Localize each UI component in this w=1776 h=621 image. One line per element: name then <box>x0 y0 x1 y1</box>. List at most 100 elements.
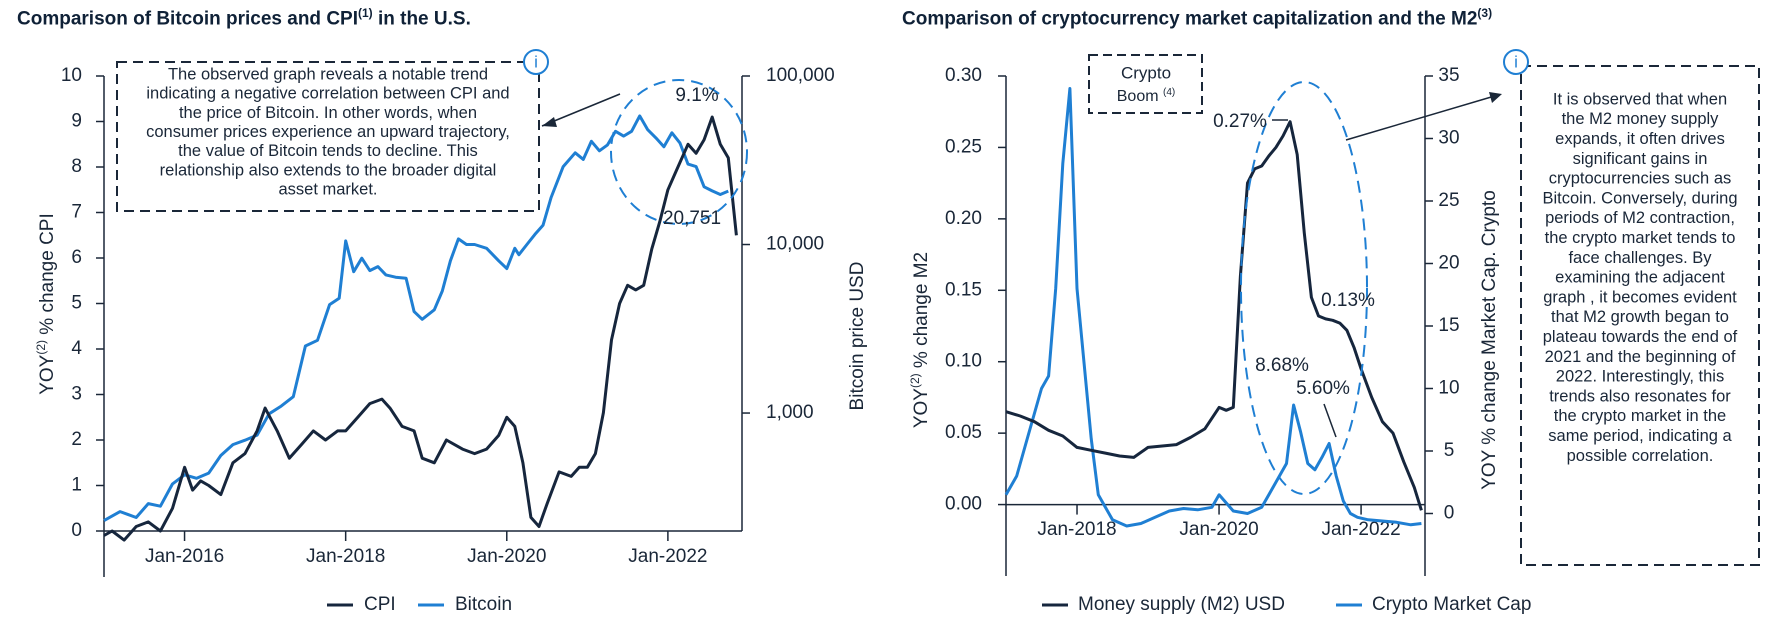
chart-1-right-tick-label: 1,000 <box>766 402 814 423</box>
chart-1-right-tick-label: 100,000 <box>766 65 835 86</box>
chart-1-annotation-text-line: the price of Bitcoin. In other words, wh… <box>179 104 477 122</box>
chart-1-annotation-arrowhead <box>542 117 557 127</box>
chart-2-annotation-arrow <box>1345 94 1499 141</box>
chart-annotation-layer: 9.1% 20,751 The observed graph reveals a n… <box>116 49 1760 615</box>
chart-2-annotation-arrowhead <box>1489 92 1502 103</box>
cpi-line <box>103 115 738 542</box>
chart-2-title-footnote: (3) <box>1477 6 1493 20</box>
bitcoin-line <box>103 114 729 522</box>
chart-2-annotation-text-line: same period, indicating a <box>1548 427 1732 445</box>
chart-2-right-tick-label: 20 <box>1438 253 1459 274</box>
chart-1-annotation-text-line: relationship also extends to the broader… <box>160 161 497 179</box>
chart-1-title-text: Comparison of Bitcoin prices and CPI <box>17 8 358 30</box>
m2-recent-label: 0.13% <box>1321 290 1375 311</box>
chart-2-right-axis-title: YOY % change Market Cap. Crypto <box>1479 190 1500 490</box>
chart-1-left-tick-label: 4 <box>71 338 82 359</box>
chart-2-left-tick-label: 0.30 <box>945 65 982 86</box>
chart-2-annotation-text-line: face challenges. By <box>1568 249 1712 267</box>
chart-1-x-tick-label: Jan-2020 <box>467 546 546 567</box>
chart-2-annotation-text-line: significant gains in <box>1573 150 1708 168</box>
chart-2-annotation-text-line: graph , it becomes evident <box>1543 288 1737 306</box>
crypto-recent-leader <box>1323 403 1337 438</box>
chart-2-info-icon-glyph: i <box>1514 52 1518 71</box>
bitcoin-value-label: 20,751 <box>663 208 721 229</box>
chart-2-left-tick-label: 0.25 <box>945 136 982 157</box>
chart-1-x-tick-label: Jan-2022 <box>628 546 707 567</box>
chart-1-annotation-text-line: consumer prices experience an upward tra… <box>146 123 510 141</box>
chart-2-annotation-text-line: the crypto market tends to <box>1545 229 1736 247</box>
chart-1-annotation-text-line: indicating a negative correlation betwee… <box>146 85 509 103</box>
crypto-boom-label: Crypto <box>1121 63 1171 82</box>
crypto-peak-label: 8.68% <box>1255 355 1309 376</box>
chart-2-x-tick-label: Jan-2018 <box>1037 519 1116 540</box>
chart-2-annotation-text-line: the crypto market in the <box>1554 407 1726 425</box>
chart-axes-layer: 0 1 2 3 4 5 6 7 8 9 10 1,000 10,000 100,000 Jan-2016 Ja… <box>34 65 1500 577</box>
chart-1-left-axis-title: YOY(2) % change CPI <box>34 213 58 395</box>
chart-2-annotation-text-line: that M2 growth began to <box>1551 308 1729 326</box>
chart-2-x-tick-label: Jan-2022 <box>1321 519 1400 540</box>
chart-2-annotation-text-line: 2022. Interestingly, this <box>1556 368 1724 386</box>
chart-1-title-footnote: (1) <box>358 6 373 20</box>
chart-1-left-tick-label: 0 <box>71 520 82 541</box>
crypto-recent-label: 5.60% <box>1296 378 1350 399</box>
chart-2-right-tick-label: 30 <box>1438 128 1459 149</box>
chart-1-left-tick-label: 3 <box>71 384 82 405</box>
chart-lines-layer <box>103 87 1423 542</box>
legend-m2-label: Money supply (M2) USD <box>1078 594 1285 615</box>
chart-2-info-icon-ring <box>1503 49 1529 75</box>
chart-2-x-tick-label: Jan-2020 <box>1179 519 1258 540</box>
chart-1-annotation-text-line: The observed graph reveals a notable tre… <box>168 65 488 83</box>
chart-2-annotation-text-line: plateau towards the end of <box>1543 328 1738 346</box>
chart-2-right-tick-label: 25 <box>1438 190 1459 211</box>
chart-2-annotation-text-line: 2021 and the beginning of <box>1545 348 1736 366</box>
chart-1-info-icon-ring <box>523 49 549 75</box>
m2-line <box>1005 120 1423 511</box>
chart-2-annotation-text-line: cryptocurrencies such as <box>1549 170 1732 188</box>
chart-2-annotation-text-line: It is observed that when <box>1553 90 1727 108</box>
chart-2-left-tick-label: 0.10 <box>945 351 982 372</box>
crypto-boom-box <box>1088 54 1203 114</box>
chart-2-annotation-text-line: periods of M2 contraction, <box>1545 209 1735 227</box>
chart-2-left-axis-title: YOY(2) % change M2 <box>908 252 932 428</box>
chart-2-annotation-text-line: possible correlation. <box>1567 447 1714 465</box>
chart-2-annotation-text-line: Bitcoin. Conversely, during <box>1542 189 1737 207</box>
chart-1-highlight-circle <box>610 79 748 225</box>
chart-2-left-tick-label: 0.15 <box>945 279 982 300</box>
chart-2-annotation-text-line: expands, it often drives <box>1555 130 1725 148</box>
chart-1-left-tick-label: 6 <box>71 247 82 268</box>
chart-2-right-tick-label: 5 <box>1444 440 1455 461</box>
chart-1-left-tick-label: 8 <box>71 156 82 177</box>
chart-2-annotation-box <box>1520 65 1760 566</box>
chart-2-annotation-text-line: the M2 money supply <box>1562 110 1720 128</box>
chart-1-left-tick-label: 10 <box>61 65 82 86</box>
legend-bitcoin-label: Bitcoin <box>455 594 512 615</box>
chart-1-x-tick-label: Jan-2018 <box>306 546 385 567</box>
chart-1-info-icon-glyph: i <box>534 52 538 71</box>
chart-2-right-tick-label: 35 <box>1438 65 1459 86</box>
chart-2-right-tick-label: 10 <box>1438 378 1459 399</box>
chart-2-title: Comparison of cryptocurrency market capi… <box>902 6 1492 30</box>
chart-1-left-tick-label: 9 <box>71 111 82 132</box>
legend-cpi-label: CPI <box>364 594 396 615</box>
chart-2-right-tick-label: 0 <box>1444 503 1455 524</box>
chart-2-right-tick-label: 15 <box>1438 315 1459 336</box>
chart-2-annotation-text-line: examining the adjacent <box>1555 269 1725 287</box>
chart-1-annotation-box <box>116 61 540 212</box>
chart-1-left-tick-label: 2 <box>71 429 82 450</box>
chart-1-annotation-text-line: asset market. <box>278 181 377 199</box>
crypto-marketcap-line <box>1004 87 1422 528</box>
chart-1-right-tick-label: 10,000 <box>766 234 824 255</box>
chart-1-x-tick-label: Jan-2016 <box>145 546 224 567</box>
chart-2-left-tick-label: 0.05 <box>945 422 982 443</box>
m2-peak-label: 0.27% <box>1213 111 1267 132</box>
chart-1-annotation-text-line: the value of Bitcoin tends to decline. T… <box>178 142 478 160</box>
chart-2-left-tick-label: 0.20 <box>945 208 982 229</box>
chart-1-left-tick-label: 1 <box>71 475 82 496</box>
chart-1-left-tick-label: 7 <box>71 202 82 223</box>
chart-2-highlight-ellipse <box>1240 81 1368 495</box>
chart-1-title: Comparison of Bitcoin prices and CPI(1) … <box>17 6 471 30</box>
chart-2-left-tick-label: 0.00 <box>945 494 982 515</box>
chart-1-right-axis-title: Bitcoin price USD <box>847 262 868 411</box>
legend-crypto-label: Crypto Market Cap <box>1372 594 1531 615</box>
